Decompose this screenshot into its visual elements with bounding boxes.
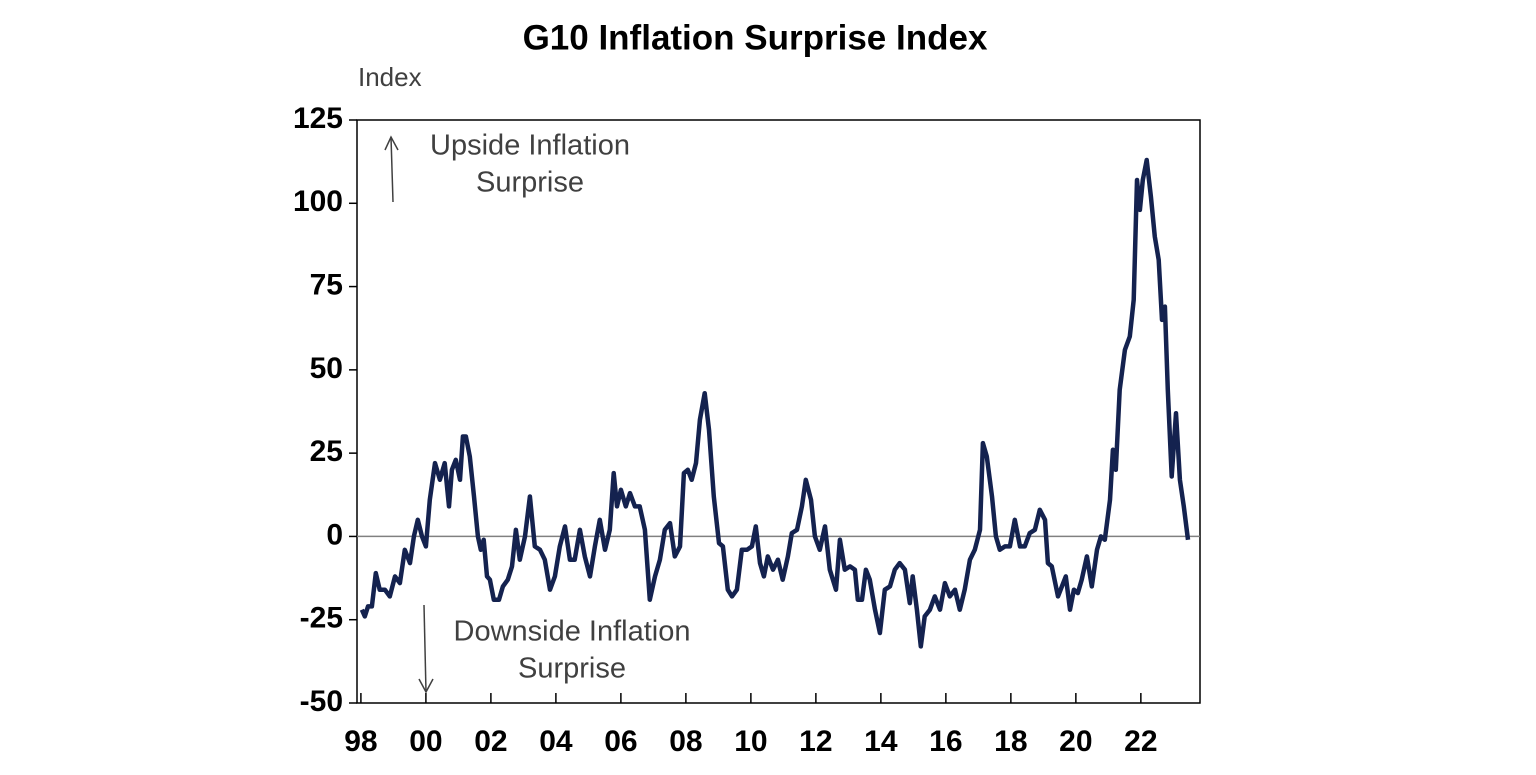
x-tick-label: 10	[734, 725, 767, 758]
x-tick-label: 06	[604, 725, 637, 758]
y-tick-label: 100	[293, 185, 343, 218]
y-tick-label: 75	[310, 268, 343, 301]
chart-title: G10 Inflation Surprise Index	[523, 18, 988, 57]
upside-arrow	[384, 135, 399, 203]
y-tick-label: 125	[293, 102, 343, 135]
y-tick-label: 25	[310, 435, 343, 468]
y-tick-label: 50	[310, 352, 343, 385]
annotation: Surprise	[476, 167, 584, 199]
y-tick-label: -25	[300, 602, 343, 635]
x-tick-label: 98	[344, 725, 377, 758]
x-tick-label: 18	[994, 725, 1027, 758]
x-tick-label: 08	[669, 725, 702, 758]
x-tick-label: 02	[474, 725, 507, 758]
y-tick-label: -50	[300, 685, 343, 718]
downside-arrow	[418, 604, 434, 694]
data-line	[359, 157, 1191, 649]
annotation: Upside Inflation	[430, 130, 630, 162]
x-tick-label: 16	[929, 725, 962, 758]
x-tick-label: 22	[1124, 725, 1157, 758]
plot-frame	[356, 119, 1201, 704]
x-tick-label: 04	[539, 725, 573, 758]
x-tick-label: 00	[409, 725, 442, 758]
x-tick-label: 20	[1059, 725, 1092, 758]
annotation: Downside Inflation	[454, 616, 691, 648]
y-axis-label: Index	[358, 62, 422, 92]
annotation: Surprise	[518, 653, 626, 685]
y-tick-label: 0	[326, 518, 343, 551]
x-tick-label: 14	[864, 725, 898, 758]
x-tick-label: 12	[799, 725, 832, 758]
